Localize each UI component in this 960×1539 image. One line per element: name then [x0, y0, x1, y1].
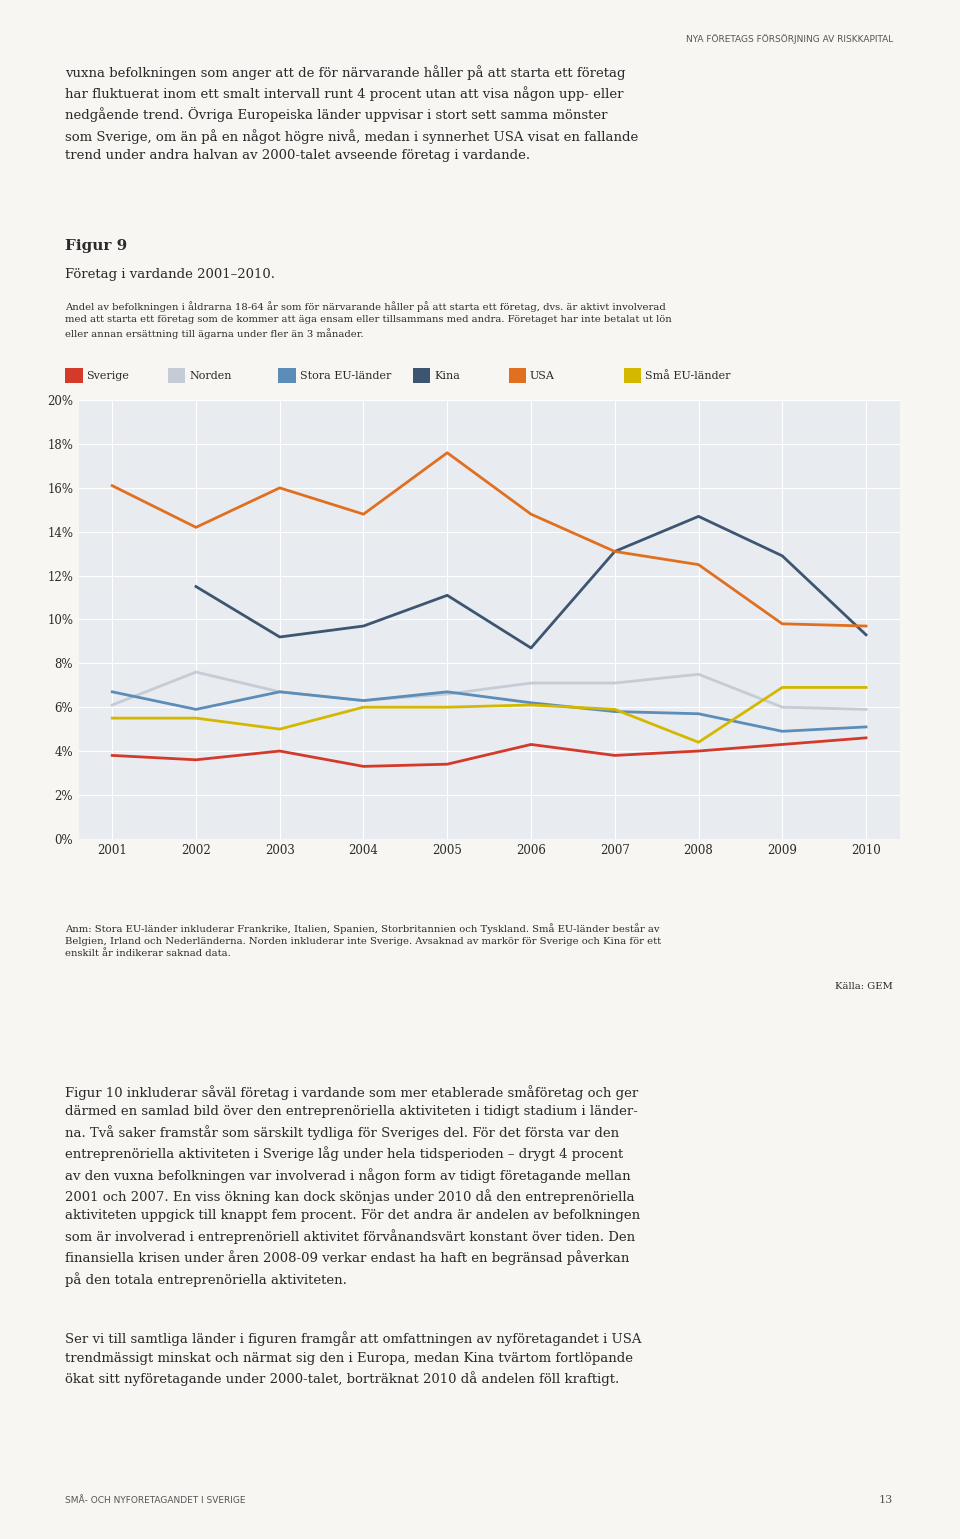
- Text: Figur 9: Figur 9: [65, 239, 128, 252]
- Text: Sverige: Sverige: [86, 371, 130, 380]
- Text: Stora EU-länder: Stora EU-länder: [300, 371, 391, 380]
- Text: USA: USA: [530, 371, 555, 380]
- Text: Andel av befolkningen i åldrarna 18-64 år som för närvarande håller på att start: Andel av befolkningen i åldrarna 18-64 å…: [65, 302, 672, 339]
- Text: SMÅ- OCH NYFORETAGANDET I SVERIGE: SMÅ- OCH NYFORETAGANDET I SVERIGE: [65, 1496, 246, 1505]
- Text: Företag i vardande 2001–2010.: Företag i vardande 2001–2010.: [65, 268, 276, 280]
- Text: Små EU-länder: Små EU-länder: [645, 371, 731, 380]
- Text: NYA FÖRETAGS FÖRSÖRJNING AV RISKKAPITAL: NYA FÖRETAGS FÖRSÖRJNING AV RISKKAPITAL: [685, 34, 893, 43]
- Text: Norden: Norden: [189, 371, 231, 380]
- Text: Kina: Kina: [434, 371, 460, 380]
- Text: Ser vi till samtliga länder i figuren framgår att omfattningen av nyföretagandet: Ser vi till samtliga länder i figuren fr…: [65, 1331, 642, 1387]
- Text: Figur 10 inkluderar såväl företag i vardande som mer etablerade småföretag och g: Figur 10 inkluderar såväl företag i vard…: [65, 1085, 640, 1287]
- Text: Anm: Stora EU-länder inkluderar Frankrike, Italien, Spanien, Storbritannien och : Anm: Stora EU-länder inkluderar Frankrik…: [65, 923, 661, 957]
- Text: 13: 13: [878, 1496, 893, 1505]
- Text: Källa: GEM: Källa: GEM: [835, 982, 893, 991]
- Text: vuxna befolkningen som anger att de för närvarande håller på att starta ett före: vuxna befolkningen som anger att de för …: [65, 65, 638, 163]
